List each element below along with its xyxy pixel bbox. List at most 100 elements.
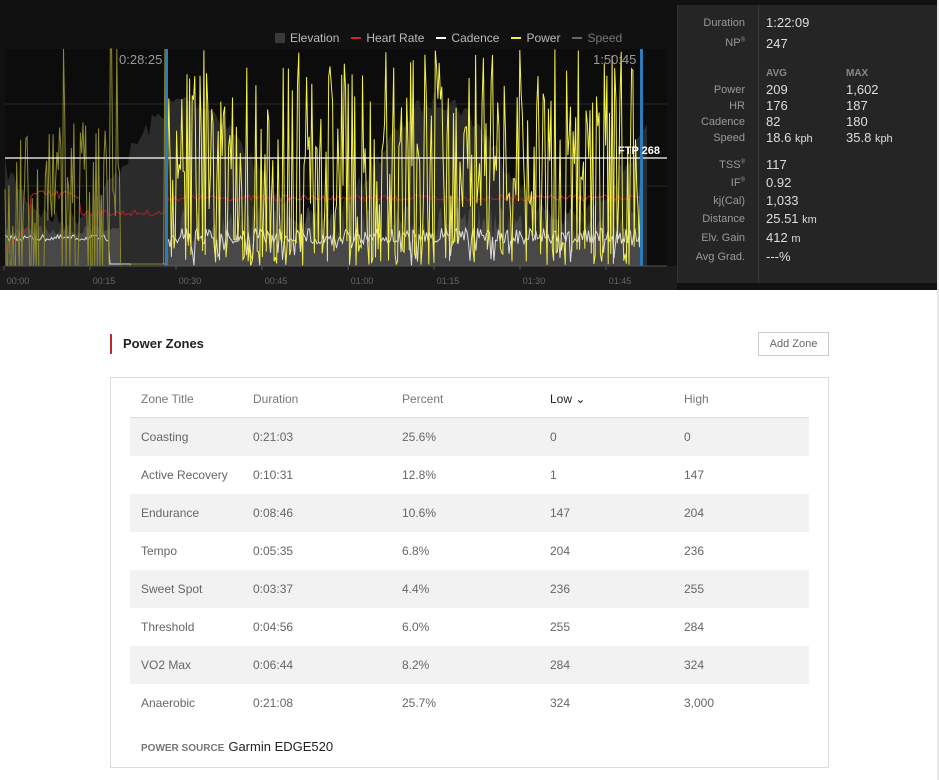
x-tick-label: 01:00: [350, 276, 374, 286]
cell-duration: 0:05:35: [253, 544, 294, 558]
cell-zone-title: Active Recovery: [141, 468, 228, 482]
x-tick-label: 00:00: [6, 276, 30, 286]
cadence-max: 180: [846, 114, 868, 129]
cell-duration: 0:06:44: [253, 658, 294, 672]
x-tick-label: 00:15: [92, 276, 116, 286]
cell-percent: 8.2%: [402, 658, 430, 672]
cell-zone-title: Sweet Spot: [141, 582, 203, 596]
table-row: Coasting 0:21:03 25.6% 0 0: [130, 418, 809, 456]
cell-duration: 0:08:46: [253, 506, 294, 520]
x-tick-label: 00:30: [178, 276, 202, 286]
cell-duration: 0:10:31: [253, 468, 294, 482]
cell-high: 284: [684, 620, 705, 634]
cell-high: 147: [684, 468, 705, 482]
power-source-value: Garmin EDGE520: [228, 739, 334, 754]
stat-label: Distance: [702, 213, 745, 225]
legend-elevation[interactable]: Elevation: [275, 31, 339, 45]
stats-panel: Duration 1:22:09 NP® 247 AVG MAX Power 2…: [677, 5, 937, 283]
selection-start-label: 0:28:25: [119, 52, 163, 67]
cell-high: 204: [684, 506, 705, 520]
cell-percent: 6.0%: [402, 620, 430, 634]
power-zones-table: Zone Title Duration Percent Low ⌄ High C…: [110, 377, 829, 768]
tss-value: 117: [766, 157, 787, 172]
selection-end-label: 1:50:45: [593, 52, 637, 67]
cell-high: 3,000: [684, 696, 715, 710]
cell-zone-title: Tempo: [141, 544, 178, 558]
stat-label: HR: [729, 100, 745, 112]
hr-max: 187: [846, 98, 868, 113]
cell-percent: 4.4%: [402, 582, 430, 596]
header-zone-title[interactable]: Zone Title: [141, 392, 194, 406]
kj-value: 1,033: [766, 193, 799, 208]
table-row: Threshold 0:04:56 6.0% 255 284: [130, 608, 809, 646]
power-line: [165, 49, 642, 266]
np-value: 247: [766, 36, 788, 51]
power-max: 1,602: [846, 82, 879, 97]
stat-label: IF®: [730, 177, 745, 189]
cell-high: 236: [684, 544, 705, 558]
cell-duration: 0:03:37: [253, 582, 294, 596]
cell-high: 255: [684, 582, 705, 596]
max-header: MAX: [846, 68, 869, 79]
power-source: POWER SOURCE Garmin EDGE520: [141, 739, 333, 754]
stat-label: Elv. Gain: [701, 232, 745, 244]
cell-zone-title: Coasting: [141, 430, 189, 444]
legend-power[interactable]: Power: [511, 31, 560, 45]
scrollbar-track[interactable]: [937, 0, 939, 780]
elevation-gain-value: 412 m: [766, 230, 801, 245]
header-high[interactable]: High: [684, 392, 709, 406]
ftp-label: FTP 268: [618, 145, 660, 157]
cell-percent: 12.8%: [402, 468, 437, 482]
cell-zone-title: Anaerobic: [141, 696, 196, 710]
x-tick-label: 01:45: [608, 276, 632, 286]
cell-low: 147: [550, 506, 571, 520]
legend-speed[interactable]: Speed: [572, 31, 622, 45]
table-row: Anaerobic 0:21:08 25.7% 324 3,000: [130, 684, 809, 722]
cell-duration: 0:21:08: [253, 696, 294, 710]
stat-label: Avg Grad.: [695, 251, 745, 263]
cell-low: 255: [550, 620, 571, 634]
x-axis-band: [0, 266, 677, 290]
cell-percent: 25.7%: [402, 696, 437, 710]
cell-low: 284: [550, 658, 571, 672]
hr-avg: 176: [766, 98, 788, 113]
stat-label: TSS®: [719, 159, 745, 171]
header-percent[interactable]: Percent: [402, 392, 444, 406]
cell-low: 1: [550, 468, 557, 482]
speed-max: 35.8 kph: [846, 130, 893, 145]
speed-avg: 18.6 kph: [766, 130, 813, 145]
activity-chart-area: Elevation Heart Rate Cadence Power Speed…: [0, 0, 937, 290]
header-duration[interactable]: Duration: [253, 392, 299, 406]
cell-zone-title: VO2 Max: [141, 658, 192, 672]
legend-label: Speed: [587, 31, 623, 45]
table-row: Endurance 0:08:46 10.6% 147 204: [130, 494, 809, 532]
power-source-label: POWER SOURCE: [141, 743, 225, 754]
if-value: 0.92: [766, 175, 792, 190]
header-low-sorted[interactable]: Low ⌄: [550, 392, 586, 406]
add-zone-button[interactable]: Add Zone: [758, 332, 829, 356]
chart-legend: Elevation Heart Rate Cadence Power Speed: [275, 31, 622, 45]
stat-label: Duration: [703, 17, 745, 29]
distance-value: 25.51 km: [766, 211, 817, 226]
selection-start-handle[interactable]: [165, 49, 168, 266]
stat-label: Power: [713, 84, 745, 96]
stat-label: Speed: [713, 132, 745, 144]
legend-label: Elevation: [290, 31, 340, 45]
stat-label: kj(Cal): [713, 195, 745, 207]
legend-cadence[interactable]: Cadence: [436, 31, 499, 45]
y-zero-label: 0: [9, 252, 15, 262]
power-avg: 209: [766, 82, 788, 97]
table-row: Tempo 0:05:35 6.8% 204 236: [130, 532, 809, 570]
avg-grade-value: ---%: [766, 249, 791, 264]
legend-heart-rate[interactable]: Heart Rate: [351, 31, 424, 45]
cell-zone-title: Endurance: [141, 506, 200, 520]
cell-percent: 6.8%: [402, 544, 430, 558]
selection-end-handle[interactable]: [640, 49, 643, 266]
table-row: Active Recovery 0:10:31 12.8% 1 147: [130, 456, 809, 494]
cell-high: 324: [684, 658, 705, 672]
table-row: VO2 Max 0:06:44 8.2% 284 324: [130, 646, 809, 684]
x-tick-label: 01:30: [522, 276, 546, 286]
legend-label: Heart Rate: [366, 31, 425, 45]
table-header-row: Zone Title Duration Percent Low ⌄ High: [130, 380, 809, 418]
activity-chart[interactable]: [0, 0, 677, 290]
